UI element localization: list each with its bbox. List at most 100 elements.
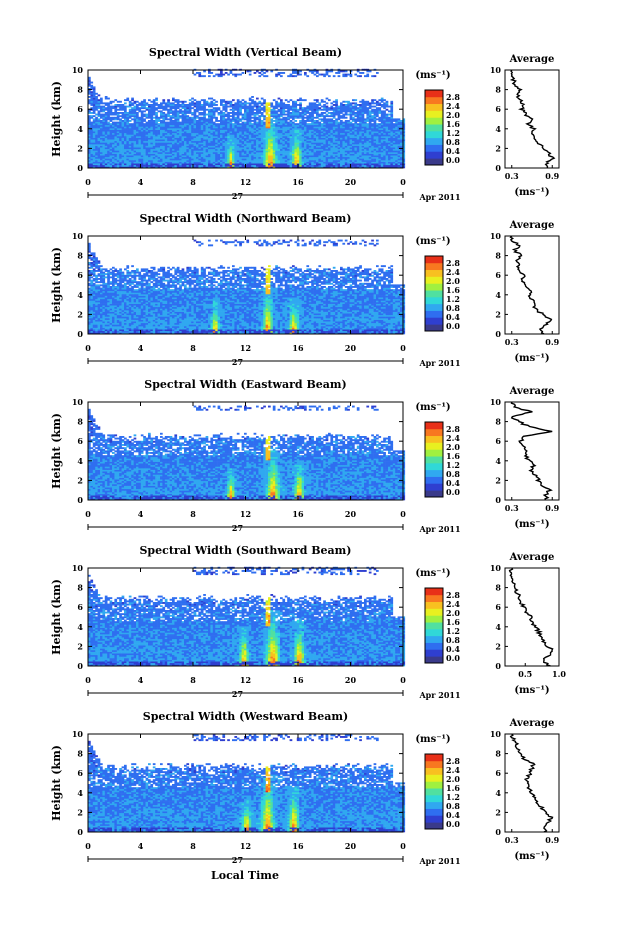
heatmap-cell — [208, 109, 211, 111]
heatmap-cell — [314, 120, 317, 122]
heatmap-cell — [206, 109, 209, 111]
heatmap-cell — [242, 122, 245, 124]
heatmap-cell — [287, 122, 290, 124]
heatmap-cell — [117, 122, 120, 124]
heatmap-cell — [148, 120, 151, 122]
heatmap-cell — [318, 118, 321, 120]
heatmap-cell — [107, 122, 110, 124]
heatmap-cell — [218, 120, 221, 122]
heatmap-cell — [306, 123, 309, 125]
heatmap-cell — [350, 122, 353, 124]
heatmap-cell — [256, 102, 259, 104]
heatmap-cell — [318, 107, 321, 109]
heatmap-cell — [112, 117, 115, 119]
heatmap-cell — [126, 106, 129, 108]
heatmap-cell — [191, 117, 194, 119]
heatmap-cell — [170, 102, 173, 104]
heatmap-cell — [167, 109, 170, 111]
heatmap-cell — [244, 122, 247, 124]
heatmap-cell — [124, 106, 127, 108]
heatmap-cell — [273, 106, 276, 108]
heatmap-cell — [285, 104, 288, 106]
heatmap-cell — [102, 106, 105, 108]
heatmap-cell — [179, 109, 182, 111]
heatmap-cell — [364, 118, 367, 120]
heatmap-cell — [359, 104, 362, 106]
heatmap-cell — [388, 110, 391, 112]
heatmap-cell — [338, 122, 341, 124]
heatmap-cell — [126, 112, 129, 114]
heatmap-cell — [110, 123, 113, 125]
heatmap-cell — [292, 122, 295, 124]
heatmap-cell — [357, 107, 360, 109]
heatmap-cell — [222, 112, 225, 114]
heatmap-cell — [232, 123, 235, 125]
heatmap-cell — [230, 115, 233, 117]
heatmap-cell — [316, 104, 319, 106]
heatmap-cell — [280, 118, 283, 120]
heatmap-cell — [119, 112, 122, 114]
heatmap-cell — [136, 112, 139, 114]
heatmap-cell — [155, 102, 158, 104]
heatmap-cell — [100, 114, 103, 116]
heatmap-cell — [165, 122, 168, 124]
heatmap-cell — [191, 107, 194, 109]
heatmap-cell — [122, 104, 125, 106]
heatmap-cell — [146, 102, 149, 104]
heatmap-cell — [230, 112, 233, 114]
heatmap-cell — [93, 118, 96, 120]
heatmap-cell — [376, 107, 379, 109]
heatmap-cell — [357, 123, 360, 125]
heatmap-cell — [323, 104, 326, 106]
heatmap-cell — [311, 102, 314, 104]
heatmap-cell — [143, 114, 146, 116]
heatmap-cell — [374, 106, 377, 108]
heatmap-cell — [194, 102, 197, 104]
heatmap-cell — [158, 117, 161, 119]
heatmap-cell — [328, 115, 331, 117]
heatmap-cell — [213, 102, 216, 104]
heatmap-cell — [112, 106, 115, 108]
heatmap-cell — [386, 114, 389, 116]
heatmap-cell — [386, 109, 389, 111]
heatmap-cell — [328, 107, 331, 109]
heatmap-cell — [112, 122, 115, 124]
heatmap-cell — [110, 106, 113, 108]
heatmap-cell — [261, 120, 264, 122]
heatmap-cell — [122, 120, 125, 122]
heatmap-cell — [162, 106, 165, 108]
panel-title: Spectral Width (Vertical Beam) — [149, 46, 342, 59]
heatmap-cell — [330, 118, 333, 120]
heatmap-cell — [198, 112, 201, 114]
heatmap-cell — [309, 102, 312, 104]
heatmap-cell — [129, 109, 132, 111]
heatmap-cell — [179, 104, 182, 106]
heatmap-cell — [138, 117, 141, 119]
heatmap-cell — [333, 107, 336, 109]
heatmap-cell — [122, 112, 125, 114]
heatmap-cell — [333, 120, 336, 122]
heatmap-cell — [333, 104, 336, 106]
heatmap-cell — [251, 106, 254, 108]
heatmap-cell — [378, 123, 381, 125]
heatmap-cell — [167, 122, 170, 124]
heatmap-cell — [263, 115, 266, 117]
heatmap-cell — [287, 104, 290, 106]
heatmap-cell — [261, 112, 264, 114]
heatmap-cell — [352, 106, 355, 108]
heatmap-cell — [198, 117, 201, 119]
heatmap-cell — [347, 114, 350, 116]
heatmap-cell — [201, 104, 204, 106]
heatmap-cell — [131, 107, 134, 109]
heatmap-cell — [213, 107, 216, 109]
heatmap-cell — [102, 114, 105, 116]
heatmap-cell — [306, 106, 309, 108]
heatmap-cell — [119, 118, 122, 120]
heatmap-cell — [100, 120, 103, 122]
heatmap-cell — [352, 123, 355, 125]
heatmap-cell — [290, 112, 293, 114]
heatmap-cell — [285, 114, 288, 116]
heatmap-cell — [117, 104, 120, 106]
heatmap-cell — [114, 117, 117, 119]
heatmap-cell — [90, 112, 93, 114]
